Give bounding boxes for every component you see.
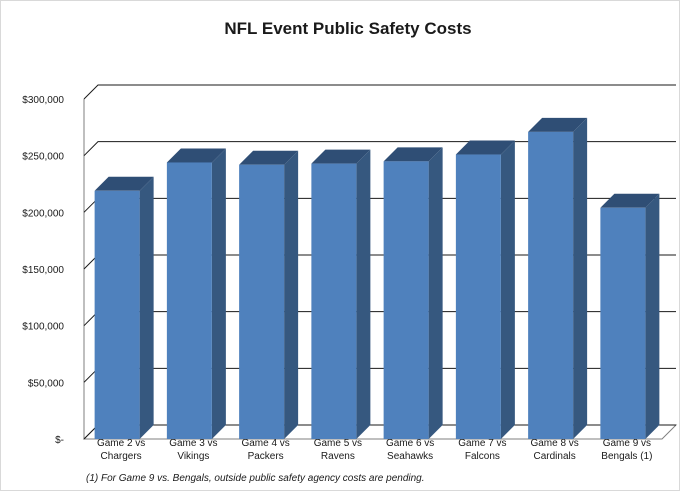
- bar-side: [573, 117, 588, 439]
- x-axis-labels: Game 2 vs Chargers Game 3 vs Vikings Game 4 …: [97, 438, 653, 462]
- x-tick-label: Game 8 vs Cardinals: [530, 438, 578, 462]
- bar-top: [528, 117, 588, 132]
- bar-side: [139, 176, 154, 440]
- x-tick-label: Game 3 vs Vikings: [169, 438, 217, 462]
- y-tick-label: $100,000: [22, 322, 64, 333]
- y-tick-label: $200,000: [22, 208, 64, 219]
- bar: [455, 140, 515, 440]
- x-tick-label: Game 4 vs Packers: [241, 438, 289, 462]
- bar: [528, 117, 588, 439]
- bar: [311, 149, 371, 439]
- bar-front: [166, 162, 212, 439]
- bar-side: [428, 147, 443, 440]
- x-tick-label: Game 5 vs Ravens: [314, 438, 362, 462]
- bars: [94, 117, 660, 440]
- bar-top: [455, 140, 515, 155]
- gridline: [83, 141, 676, 157]
- bar-side: [645, 193, 660, 439]
- bar-top: [239, 150, 299, 165]
- bar-front: [383, 161, 429, 440]
- bar-side: [284, 150, 299, 439]
- x-tick-label: Game 2 vs Chargers: [97, 438, 145, 462]
- bar: [239, 150, 299, 439]
- gridline: [83, 84, 676, 100]
- y-tick-label: $50,000: [28, 378, 65, 389]
- x-tick-label: Game 9 vs Bengals (1): [601, 438, 652, 462]
- bar-top: [311, 149, 371, 164]
- bar: [600, 193, 660, 439]
- bar-front: [239, 164, 285, 439]
- bar-top: [166, 148, 226, 163]
- bar-front: [311, 163, 357, 439]
- footnote: (1) For Game 9 vs. Bengals, outside publ…: [86, 473, 425, 484]
- y-tick-label: $-: [55, 435, 64, 446]
- bar-top: [600, 193, 660, 208]
- x-tick-label: Game 6 vs Seahawks: [386, 438, 434, 462]
- y-tick-label: $150,000: [22, 265, 64, 276]
- bar: [166, 148, 226, 439]
- bar-side: [500, 140, 515, 440]
- chart-title: NFL Event Public Safety Costs: [224, 19, 471, 38]
- bar-side: [211, 148, 226, 439]
- bar-top: [94, 176, 154, 191]
- bar-front: [455, 154, 501, 440]
- y-tick-label: $300,000: [22, 95, 64, 106]
- bar: [94, 176, 154, 440]
- bar-front: [94, 190, 140, 439]
- bar-front: [600, 207, 646, 439]
- bar: [383, 147, 443, 440]
- y-tick-label: $250,000: [22, 152, 64, 163]
- bar-side: [356, 149, 371, 439]
- bar-front: [528, 131, 574, 439]
- x-tick-label: Game 7 vs Falcons: [458, 438, 506, 462]
- y-axis-ticks: $- $50,000 $100,000 $150,000 $200,000 $250,00…: [22, 95, 64, 446]
- bar-top: [383, 147, 443, 162]
